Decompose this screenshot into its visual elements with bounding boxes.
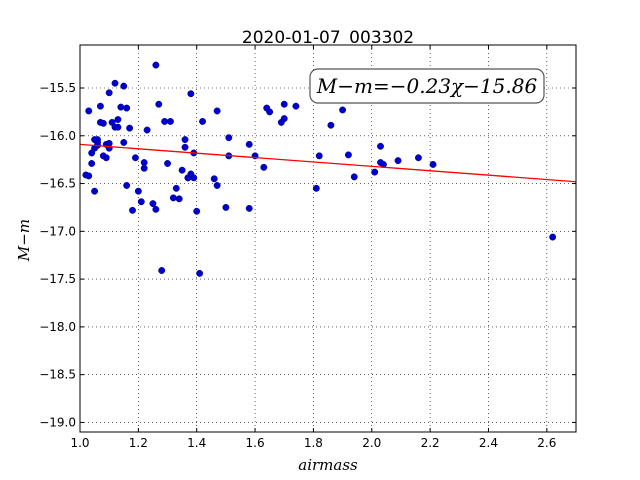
y-tick-label: −17.0	[39, 224, 76, 238]
scatter-point	[155, 100, 163, 108]
scatter-point	[549, 233, 557, 241]
y-tick-label: −17.5	[39, 272, 76, 286]
x-tick-label: 1.4	[187, 436, 206, 450]
scatter-point	[280, 100, 288, 108]
x-tick-label: 2.0	[362, 436, 381, 450]
scatter-point	[169, 194, 177, 202]
plot-area	[80, 45, 576, 432]
scatter-point	[161, 117, 169, 125]
scatter-point	[152, 61, 160, 69]
scatter-point	[371, 168, 379, 176]
scatter-point	[140, 164, 148, 172]
x-tick-label: 1.8	[304, 436, 323, 450]
x-tick-label: 2.2	[421, 436, 440, 450]
scatter-point	[94, 139, 101, 146]
scatter-point	[213, 182, 221, 189]
scatter-point	[143, 126, 151, 134]
scatter-point	[102, 154, 110, 162]
scatter-point	[172, 184, 180, 192]
scatter-point	[149, 200, 157, 208]
scatter-point	[339, 106, 347, 114]
scatter-point	[245, 140, 253, 148]
scatter-point	[134, 187, 142, 195]
y-axis-label: M−m	[15, 219, 33, 262]
scatter-point	[129, 206, 136, 214]
x-tick-label: 2.6	[537, 436, 556, 450]
scatter-point	[312, 184, 320, 192]
scatter-point	[193, 207, 201, 215]
scatter-point	[178, 166, 186, 174]
x-axis-label: airmass	[298, 456, 358, 474]
y-tick-label: −16.5	[39, 177, 76, 191]
scatter-point	[292, 102, 300, 110]
scatter-point	[213, 107, 221, 115]
y-tick-label: −18.5	[39, 368, 76, 382]
scatter-point	[327, 121, 335, 129]
scatter-point	[91, 187, 99, 195]
scatter-point	[266, 108, 274, 116]
scatter-point	[152, 205, 160, 213]
scatter-point	[377, 142, 384, 150]
fit-line	[79, 143, 577, 183]
scatter-point	[137, 198, 145, 206]
scatter-point	[123, 182, 131, 189]
annotation-box: M−m=−0.23χ−15.86	[309, 68, 545, 104]
scatter-point	[131, 154, 139, 162]
x-tick-label: 1.6	[246, 436, 265, 450]
scatter-point	[222, 203, 230, 211]
scatter-point	[260, 163, 268, 171]
scatter-point	[99, 119, 107, 127]
scatter-point	[111, 79, 119, 87]
scatter-points	[82, 61, 557, 277]
scatter-point	[105, 89, 113, 97]
scatter-point	[114, 116, 122, 123]
scatter-point	[166, 117, 174, 125]
scatter-point	[190, 174, 198, 182]
scatter-point	[280, 115, 288, 123]
scatter-point	[105, 139, 113, 147]
scatter-point	[88, 160, 96, 167]
scatter-point	[344, 151, 352, 159]
y-tick-label: −15.5	[39, 81, 76, 95]
scatter-point	[85, 172, 93, 180]
x-tick-label: 2.4	[479, 436, 498, 450]
ticks: 1.0 1.2 1.4 1.6 1.8 2.0 2.2 2.4 2.6 −15.5 −16.0 −16…	[39, 45, 576, 450]
scatter-point	[199, 117, 206, 125]
fit-equation: M−m=−0.23χ−15.86	[316, 74, 538, 98]
scatter-point	[158, 267, 166, 274]
y-tick-label: −16.0	[39, 129, 76, 143]
scatter-point	[245, 204, 253, 212]
scatter-point	[114, 123, 122, 131]
plot-frame	[79, 44, 577, 433]
scatter-point	[315, 152, 323, 160]
scatter-point	[126, 124, 134, 132]
scatter-point	[181, 136, 189, 144]
chart-title: 2020-01-07_003302	[242, 28, 414, 48]
scatter-point	[394, 157, 402, 165]
grid	[79, 45, 576, 432]
y-tick-label: −19.0	[39, 415, 76, 429]
scatter-point	[120, 82, 128, 90]
scatter-point	[429, 160, 437, 168]
scatter-point	[350, 173, 358, 181]
scatter-point	[225, 134, 233, 142]
scatter-point	[210, 175, 218, 183]
x-tick-label: 1.2	[129, 436, 148, 450]
scatter-point	[175, 195, 183, 203]
y-tick-label: −18.0	[39, 320, 76, 334]
scatter-point	[164, 160, 171, 167]
scatter-point	[117, 103, 125, 111]
scatter-point	[85, 107, 93, 115]
scatter-point	[196, 269, 204, 277]
scatter-point	[120, 139, 128, 146]
scatter-point	[181, 143, 189, 151]
scatter-point	[123, 104, 131, 112]
x-tick-label: 1.0	[70, 436, 89, 450]
scatter-point	[187, 90, 195, 98]
scatter-point	[414, 154, 422, 162]
scatter-point	[96, 102, 104, 110]
scatter-point	[140, 159, 148, 166]
